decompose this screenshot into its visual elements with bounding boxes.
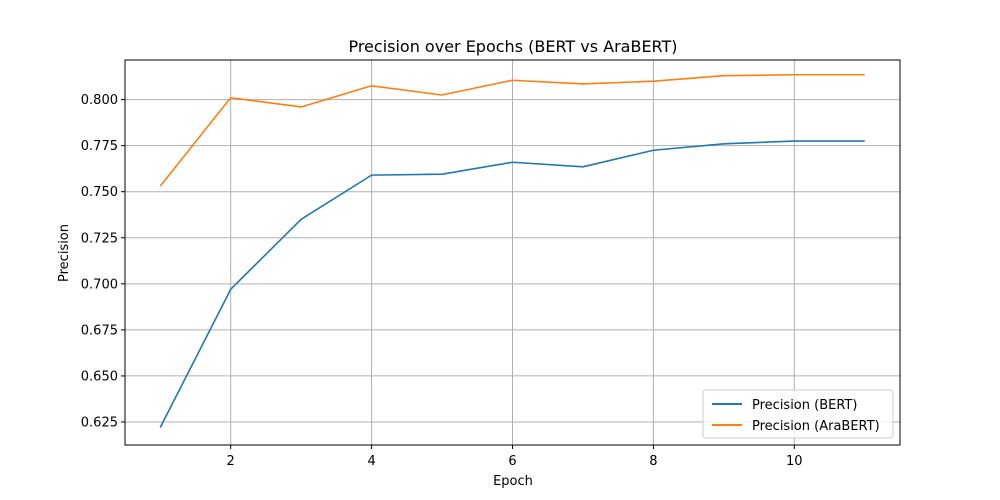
y-tick-label: 0.775 (81, 139, 118, 154)
y-tick-label: 0.800 (81, 93, 118, 108)
series-line-arabert (159, 73, 865, 187)
y-tick-label: 0.700 (81, 277, 118, 292)
chart-title: Precision over Epochs (BERT vs AraBERT) (348, 37, 677, 56)
x-tick-label: 4 (367, 454, 375, 469)
series-lines (159, 73, 865, 428)
axis-ticks: 2 4 6 8 10 0.625 0.650 0.675 0.700 0.725 0.750 0.77… (81, 93, 803, 469)
y-tick-label: 0.625 (81, 415, 118, 430)
x-tick-label: 6 (508, 454, 516, 469)
y-tick-label: 0.725 (81, 231, 118, 246)
x-tick-label: 2 (227, 454, 235, 469)
y-tick-label: 0.750 (81, 185, 118, 200)
legend: Precision (BERT) Precision (AraBERT) (702, 389, 894, 439)
x-tick-label: 10 (786, 454, 803, 469)
x-tick-label: 8 (649, 454, 657, 469)
legend-label-bert: Precision (BERT) (752, 398, 857, 413)
y-tick-label: 0.650 (81, 369, 118, 384)
legend-label-arabert: Precision (AraBERT) (752, 419, 880, 434)
x-axis-label: Epoch (493, 474, 533, 489)
y-axis-label: Precision (57, 224, 72, 282)
legend-box (702, 389, 894, 439)
y-tick-label: 0.675 (81, 323, 118, 338)
series-line-bert (159, 140, 865, 428)
grid-lines (125, 60, 900, 445)
